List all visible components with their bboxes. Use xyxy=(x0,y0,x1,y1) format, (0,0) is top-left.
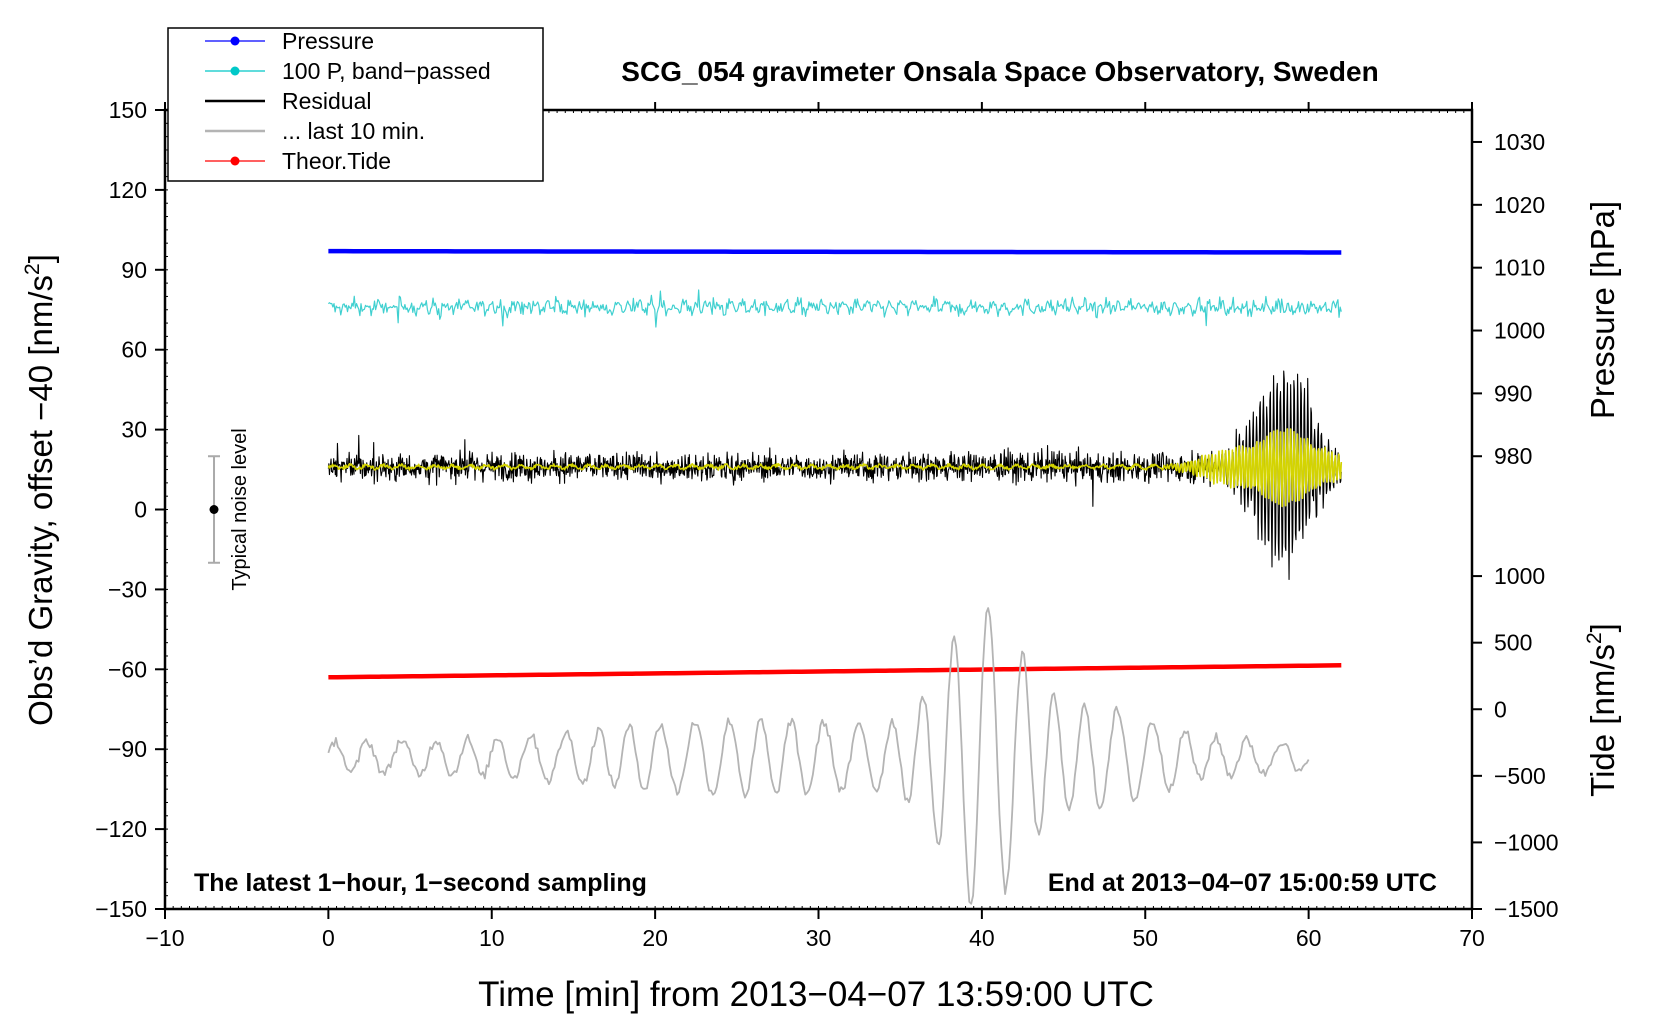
tide-tick-label: 1000 xyxy=(1494,563,1545,589)
x-tick-label: 60 xyxy=(1296,925,1322,951)
tide-tick-label: 0 xyxy=(1494,696,1507,722)
legend-marker xyxy=(230,66,240,76)
annotation-end-time: End at 2013−04−07 15:00:59 UTC xyxy=(1048,869,1437,897)
series-layer xyxy=(327,248,1343,905)
legend-label: Residual xyxy=(282,88,372,114)
legend: Pressure 100 P, band−passed Residual ... la… xyxy=(167,27,544,182)
chart-title: SCG_054 gravimeter Onsala Space Observat… xyxy=(621,56,1378,87)
tide-tick-label: 500 xyxy=(1494,630,1532,656)
legend-marker xyxy=(230,156,240,166)
y-axis-label-tide-text: Tide [nm/s xyxy=(1584,644,1621,797)
legend-label: Pressure xyxy=(282,28,374,54)
pressure-tick-label: 1030 xyxy=(1494,129,1545,155)
axes: −10 0 10 20 30 40 50 60 70−150−120−90−60−3003060… xyxy=(95,97,1558,951)
x-tick-label: 20 xyxy=(642,925,668,951)
x-tick-label: 0 xyxy=(322,925,335,951)
noise-bar-point xyxy=(209,505,219,514)
y-tick-label: 150 xyxy=(109,97,147,123)
annotation-sampling: The latest 1−hour, 1−second sampling xyxy=(194,869,647,897)
tide-tick-label: −1000 xyxy=(1494,829,1559,855)
y-tick-label: −120 xyxy=(95,816,147,842)
y-tick-label: −60 xyxy=(108,656,147,682)
y-axis-label-left-text: Obs’d Gravity, offset −40 [nm/s xyxy=(22,275,59,726)
pressure-tick-label: 1010 xyxy=(1494,255,1545,281)
y-axis-label-left-sup: 2 xyxy=(21,263,44,275)
y-tick-label: −90 xyxy=(108,736,147,762)
noise-bar-label: Typical noise level xyxy=(229,428,251,590)
y-tick-label: 90 xyxy=(121,257,147,283)
x-tick-label: 40 xyxy=(969,925,995,951)
noise-bar: Typical noise level xyxy=(208,428,251,591)
y-axis-label-tide-end: ] xyxy=(1584,623,1621,632)
x-tick-label: 70 xyxy=(1459,925,1485,951)
pressure-tick-label: 1020 xyxy=(1494,192,1545,218)
x-tick-label: 10 xyxy=(479,925,505,951)
y-tick-label: −30 xyxy=(108,576,147,602)
series-residual xyxy=(327,370,1342,580)
series-residual-smoothed xyxy=(327,428,1343,508)
legend-marker xyxy=(230,36,240,46)
series-pressure-bandpassed xyxy=(327,289,1342,328)
series-last-10-min xyxy=(327,607,1310,905)
y-tick-label: 60 xyxy=(121,337,147,363)
tide-tick-label: −1500 xyxy=(1494,896,1559,922)
legend-label: 100 P, band−passed xyxy=(282,58,491,84)
legend-box xyxy=(167,27,544,182)
y-tick-label: 120 xyxy=(109,177,147,203)
y-axis-label-tide: Tide [nm/s2] xyxy=(1583,623,1621,797)
y-tick-label: −150 xyxy=(95,896,147,922)
x-tick-label: −10 xyxy=(145,925,184,951)
series-pressure xyxy=(328,248,1342,255)
legend-label: ... last 10 min. xyxy=(282,118,425,144)
y-axis-label-left: Obs’d Gravity, offset −40 [nm/s2] xyxy=(21,254,59,726)
series-theor-tide xyxy=(328,663,1342,680)
pressure-tick-label: 990 xyxy=(1494,380,1532,406)
y-tick-label: 0 xyxy=(134,497,147,523)
y-axis-label-tide-sup: 2 xyxy=(1583,632,1606,644)
y-tick-label: 30 xyxy=(121,417,147,443)
pressure-tick-label: 980 xyxy=(1494,443,1532,469)
y-axis-label-left-end: ] xyxy=(22,254,59,263)
pressure-tick-label: 1000 xyxy=(1494,318,1545,344)
x-axis-label: Time [min] from 2013−04−07 13:59:00 UTC xyxy=(478,975,1154,1014)
legend-label: Theor.Tide xyxy=(282,148,391,174)
y-axis-label-pressure: Pressure [hPa] xyxy=(1584,201,1621,419)
tide-tick-label: −500 xyxy=(1494,763,1546,789)
x-tick-label: 50 xyxy=(1132,925,1158,951)
x-tick-label: 30 xyxy=(806,925,832,951)
